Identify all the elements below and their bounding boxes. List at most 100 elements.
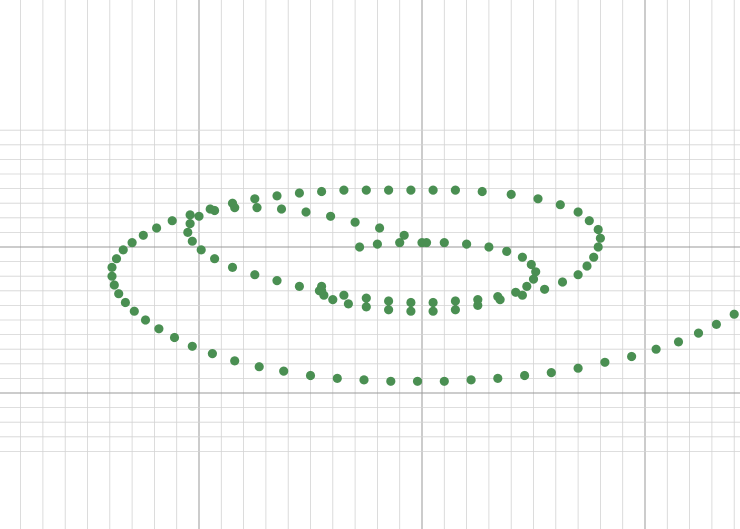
scatter-point (399, 230, 409, 240)
scatter-point (207, 349, 217, 359)
scatter-point (276, 204, 287, 214)
scatter-point (187, 236, 197, 246)
scatter-point (517, 252, 528, 262)
scatter-point (384, 305, 394, 315)
scatter-point (343, 299, 353, 309)
scatter-point (729, 309, 739, 319)
scatter-point (107, 262, 117, 272)
scatter-point (557, 277, 568, 287)
scatter-point (317, 286, 327, 296)
scatter-point (528, 274, 539, 284)
scatter-point (111, 254, 122, 264)
scatter-point (450, 296, 460, 306)
scatter-point (361, 185, 371, 195)
scatter-point (462, 239, 472, 249)
scatter-point (118, 245, 128, 255)
scatter-point (439, 376, 449, 386)
scatter-point (305, 370, 316, 381)
scatter-point (361, 302, 371, 312)
scatter-point (520, 370, 530, 381)
scatter-point (109, 280, 119, 290)
scatter-point (484, 242, 494, 252)
scatter-point (711, 319, 722, 329)
scatter-point (129, 306, 139, 316)
scatter-point (450, 305, 460, 315)
scatter-point (428, 185, 438, 195)
scatter-point (250, 194, 260, 204)
scatter-point (138, 230, 148, 240)
scatter-point (185, 210, 195, 220)
scatter-point (272, 191, 282, 201)
scatter-point (502, 246, 512, 256)
scatter-point (339, 290, 349, 300)
scatter-point (185, 219, 195, 229)
scatter-point (140, 315, 151, 325)
scatter-point (227, 262, 238, 272)
data-points (107, 185, 739, 386)
scatter-point (593, 242, 603, 252)
scatter-point (210, 205, 220, 216)
scatter-point (350, 217, 360, 227)
scatter-point (328, 295, 338, 305)
scatter-point (230, 203, 240, 213)
scatter-point (361, 293, 371, 303)
scatter-point (627, 351, 637, 362)
scatter-point (584, 216, 594, 226)
scatter-point (252, 203, 262, 213)
scatter-point (386, 376, 396, 386)
scatter-point (372, 239, 382, 249)
scatter-point (384, 296, 394, 306)
scatter-point (194, 211, 204, 221)
scatter-point (294, 281, 304, 291)
scatter-point (533, 194, 543, 204)
scatter-point (673, 337, 684, 347)
scatter-point (279, 366, 289, 376)
scatter-point (196, 245, 206, 255)
scatter-point (294, 188, 304, 198)
scatter-point (339, 185, 349, 195)
scatter-point (511, 287, 521, 297)
scatter-point (384, 185, 394, 195)
scatter-point (555, 200, 565, 210)
scatter-point (152, 223, 162, 233)
scatter-point (589, 252, 599, 262)
scatter-point (114, 289, 124, 299)
scatter-point (301, 207, 311, 217)
scatter-point (183, 227, 193, 237)
scatter-point (439, 238, 449, 248)
scatter-point (230, 356, 240, 366)
scatter-point (477, 186, 487, 197)
scatter-point (210, 254, 220, 264)
scatter-point (406, 185, 416, 195)
scatter-point (493, 373, 503, 383)
scatter-point (651, 344, 661, 354)
scatter-point (506, 189, 516, 199)
scatter-point (375, 223, 385, 233)
scatter-point (573, 207, 583, 217)
scatter-point (546, 368, 556, 378)
scatter-point (332, 373, 342, 383)
scatter-point (169, 332, 180, 343)
scatter-point (466, 375, 476, 385)
scatter-point (120, 297, 130, 308)
scatter-point (317, 186, 327, 197)
scatter-point (450, 185, 460, 195)
scatter-point (428, 306, 438, 316)
scatter-point (600, 357, 610, 367)
scatter-point (250, 270, 260, 280)
scatter-point (522, 281, 532, 291)
scatter-point (107, 271, 117, 281)
scatter-point (526, 259, 536, 270)
scatter-point (421, 238, 432, 248)
scatter-point (187, 341, 197, 351)
scatter-point (272, 276, 282, 286)
scatter-point (395, 238, 405, 248)
scatter-point (595, 233, 606, 243)
scatter-point (540, 284, 550, 294)
scatter-point (167, 216, 177, 226)
scatter-point (693, 328, 704, 338)
scatter-point (493, 292, 503, 302)
scatter-point (254, 362, 264, 372)
